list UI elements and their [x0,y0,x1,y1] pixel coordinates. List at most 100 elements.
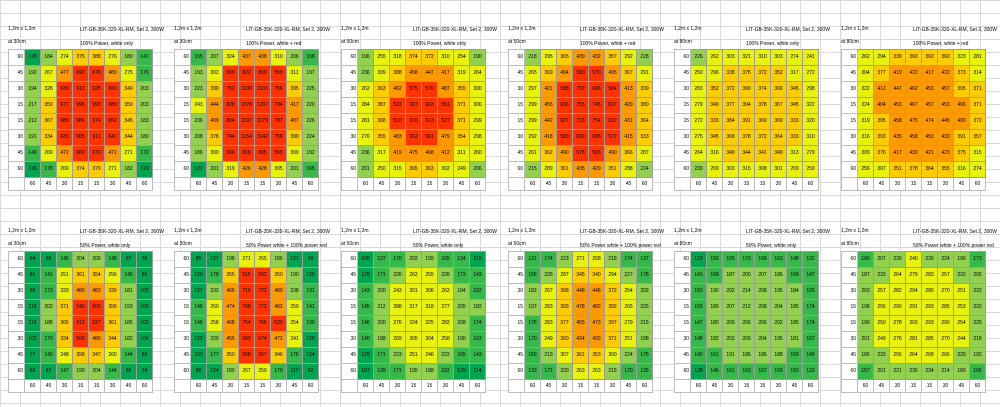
ppfd-cell[interactable]: 310 [754,49,771,66]
ppfd-cell[interactable]: 317 [786,65,803,82]
ppfd-cell[interactable]: 417 [286,97,303,114]
ppfd-cell[interactable]: 189 [222,363,239,380]
ppfd-cell[interactable]: 364 [921,161,938,178]
ppfd-cell[interactable]: 299 [469,113,486,130]
ppfd-cell[interactable]: 422 [905,65,922,82]
ppfd-cell[interactable]: 819 [238,145,255,162]
ppfd-cell[interactable]: 455 [572,315,589,332]
ppfd-cell[interactable]: 279 [802,145,819,162]
ppfd-cell[interactable]: 224 [636,161,653,178]
ppfd-cell[interactable]: 271 [572,251,589,268]
ppfd-cell[interactable]: 186 [738,347,755,364]
ppfd-cell[interactable]: 145 [56,251,73,268]
ppfd-cell[interactable]: 412 [437,145,454,162]
ppfd-cell[interactable]: 282 [889,283,906,300]
ppfd-cell[interactable]: 291 [636,65,653,82]
ppfd-cell[interactable]: 74 [136,363,153,380]
ppfd-cell[interactable]: 805 [254,145,271,162]
ppfd-cell[interactable]: 173 [738,251,755,268]
ppfd-cell[interactable]: 267 [40,65,57,82]
ppfd-cell[interactable]: 173 [40,283,57,300]
ppfd-cell[interactable]: 102 [136,315,153,332]
ppfd-cell[interactable]: 281 [969,49,986,66]
ppfd-cell[interactable]: 362 [540,145,557,162]
ppfd-cell[interactable]: 365 [56,315,73,332]
ppfd-cell[interactable]: 378 [206,129,223,146]
ppfd-cell[interactable]: 262 [405,267,422,284]
ppfd-cell[interactable]: 354 [88,267,105,284]
ppfd-cell[interactable]: 121 [190,161,207,178]
ppfd-cell[interactable]: 357 [604,49,621,66]
ppfd-cell[interactable]: 173 [969,251,986,268]
ppfd-cell[interactable]: 447 [889,81,906,98]
ppfd-cell[interactable]: 650 [104,81,121,98]
ppfd-cell[interactable]: 260 [469,145,486,162]
ppfd-cell[interactable]: 297 [524,81,541,98]
ppfd-cell[interactable]: 561 [421,129,438,146]
ppfd-cell[interactable]: 303 [770,49,787,66]
ppfd-cell[interactable]: 226 [389,267,406,284]
ppfd-cell[interactable]: 171 [373,267,390,284]
ppfd-cell[interactable]: 409 [206,113,223,130]
ppfd-cell[interactable]: 130 [302,315,319,332]
ppfd-cell[interactable]: 254 [286,315,303,332]
ppfd-cell[interactable]: 676 [88,65,105,82]
ppfd-cell[interactable]: 482 [588,299,605,316]
ppfd-cell[interactable]: 462 [389,81,406,98]
ppfd-cell[interactable]: 756 [270,81,287,98]
ppfd-cell[interactable]: 186 [770,267,787,284]
ppfd-cell[interactable]: 254 [620,283,637,300]
ppfd-cell[interactable]: 490 [556,145,573,162]
ppfd-cell[interactable]: 125 [302,267,319,284]
ppfd-cell[interactable]: 292 [620,49,637,66]
ppfd-cell[interactable]: 202 [636,283,653,300]
ppfd-cell[interactable]: 572 [604,129,621,146]
ppfd-cell[interactable]: 480 [104,65,121,82]
ppfd-cell[interactable]: 97 [40,363,57,380]
ppfd-cell[interactable]: 355 [373,129,390,146]
ppfd-cell[interactable]: 400 [953,113,970,130]
ppfd-cell[interactable]: 490 [604,145,621,162]
ppfd-cell[interactable]: 109 [136,299,153,316]
ppfd-cell[interactable]: 323 [953,49,970,66]
ppfd-cell[interactable]: 293 [921,315,938,332]
ppfd-cell[interactable]: 527 [88,315,105,332]
ppfd-cell[interactable]: 395 [286,81,303,98]
ppfd-cell[interactable]: 96 [302,251,319,268]
ppfd-cell[interactable]: 144 [104,363,121,380]
ppfd-cell[interactable]: 630 [56,81,73,98]
ppfd-cell[interactable]: 636 [556,97,573,114]
ppfd-cell[interactable]: 341 [754,145,771,162]
ppfd-cell[interactable]: 483 [389,129,406,146]
ppfd-cell[interactable]: 699 [572,129,589,146]
ppfd-cell[interactable]: 508 [238,347,255,364]
ppfd-cell[interactable]: 360 [556,331,573,348]
ppfd-cell[interactable]: 203 [722,331,739,348]
ppfd-cell[interactable]: 683 [238,331,255,348]
ppfd-cell[interactable]: 752 [222,81,239,98]
ppfd-cell[interactable]: 580 [572,65,589,82]
ppfd-cell[interactable]: 379 [88,161,105,178]
ppfd-cell[interactable]: 248 [56,347,73,364]
ppfd-cell[interactable]: 274 [786,49,803,66]
ppfd-cell[interactable]: 299 [524,97,541,114]
ppfd-cell[interactable]: 510 [389,113,406,130]
ppfd-cell[interactable]: 372 [604,283,621,300]
ppfd-cell[interactable]: 309 [286,145,303,162]
ppfd-cell[interactable]: 188 [636,331,653,348]
ppfd-cell[interactable]: 163 [738,363,755,380]
ppfd-cell[interactable]: 265 [524,65,541,82]
ppfd-cell[interactable]: 195 [770,283,787,300]
ppfd-cell[interactable]: 412 [873,81,890,98]
ppfd-cell[interactable]: 208 [754,283,771,300]
ppfd-cell[interactable]: 515 [238,267,255,284]
ppfd-cell[interactable]: 214 [738,283,755,300]
ppfd-cell[interactable]: 278 [889,315,906,332]
ppfd-cell[interactable]: 241 [286,331,303,348]
ppfd-cell[interactable]: 344 [738,145,755,162]
ppfd-cell[interactable]: 303 [722,49,739,66]
ppfd-cell[interactable]: 207 [206,49,223,66]
ppfd-cell[interactable]: 174 [620,251,637,268]
ppfd-cell[interactable]: 194 [24,81,41,98]
ppfd-cell[interactable]: 233 [873,347,890,364]
